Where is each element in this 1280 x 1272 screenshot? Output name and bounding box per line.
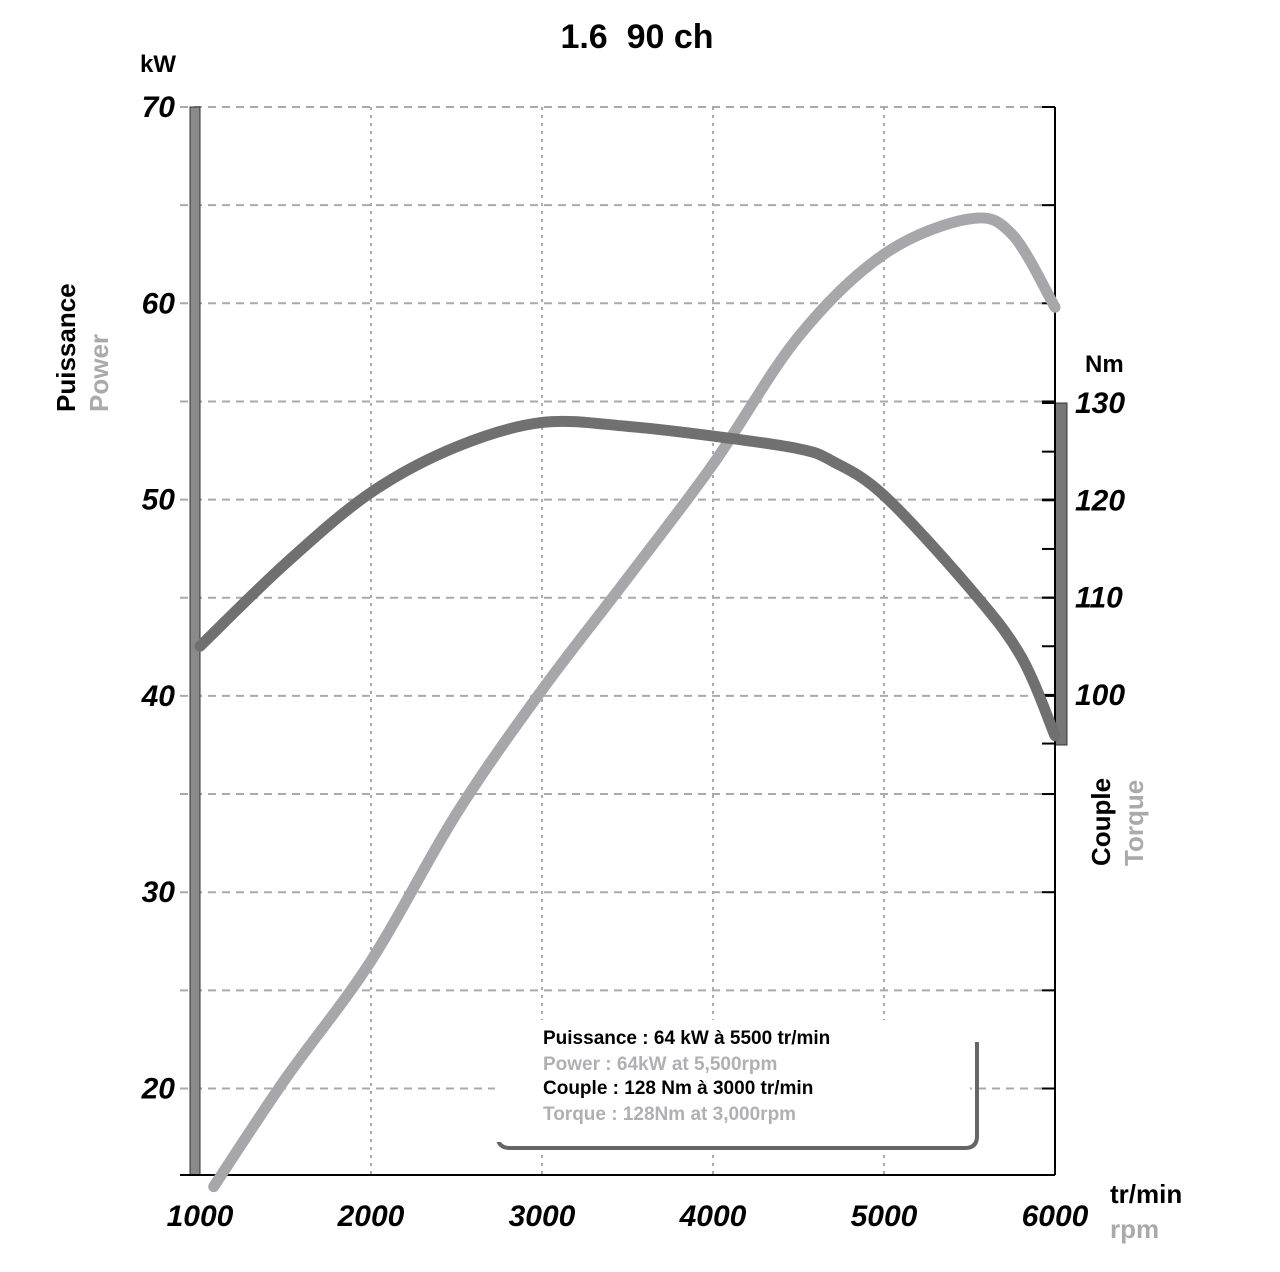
x-tick-label: 1000 — [167, 1200, 234, 1233]
grid — [180, 106, 1055, 1175]
y-left-tick-label: 60 — [142, 287, 176, 320]
left-label: Puissance — [51, 283, 81, 412]
right-label-en: Torque — [1119, 780, 1149, 866]
right-axis-bar — [1054, 402, 1068, 746]
x-tick-label: 5000 — [851, 1200, 918, 1233]
x-tick-label: 3000 — [509, 1200, 576, 1233]
y-left-tick-label: 40 — [141, 680, 176, 713]
legend-line-2: Power : 64kW at 5,500rpm — [543, 1054, 777, 1075]
x-label: tr/min — [1110, 1179, 1182, 1209]
legend-line-1: Puissance : 64 kW à 5500 tr/min — [543, 1028, 830, 1049]
y-right-tick-label: 130 — [1075, 387, 1125, 420]
legend-line-3: Couple : 128 Nm à 3000 tr/min — [543, 1078, 813, 1099]
y-right-tick-label: 120 — [1075, 484, 1125, 517]
x-tick-label: 4000 — [679, 1200, 747, 1233]
y-left-tick-label: 30 — [142, 876, 176, 909]
y-left-tick-label: 20 — [141, 1073, 176, 1106]
chart-title: 1.6 90 ch — [560, 18, 713, 56]
y-left-tick-label: 50 — [142, 484, 176, 517]
right-unit: Nm — [1085, 351, 1124, 378]
x-label-en: rpm — [1110, 1214, 1159, 1244]
right-label: Couple — [1086, 778, 1116, 866]
left-unit: kW — [140, 51, 176, 78]
y-left-tick-label: 70 — [142, 91, 176, 124]
left-label-en: Power — [84, 334, 114, 412]
x-tick-label: 2000 — [337, 1200, 405, 1233]
x-tick-label: 6000 — [1022, 1200, 1089, 1233]
legend-line-4: Torque : 128Nm at 3,000rpm — [543, 1104, 796, 1125]
series-puissance-line — [208, 212, 1061, 1193]
y-right-tick-label: 110 — [1075, 582, 1123, 615]
legend-box: Puissance : 64 kW à 5500 tr/min Power : … — [495, 1020, 979, 1150]
y-right-tick-label: 100 — [1075, 679, 1125, 712]
